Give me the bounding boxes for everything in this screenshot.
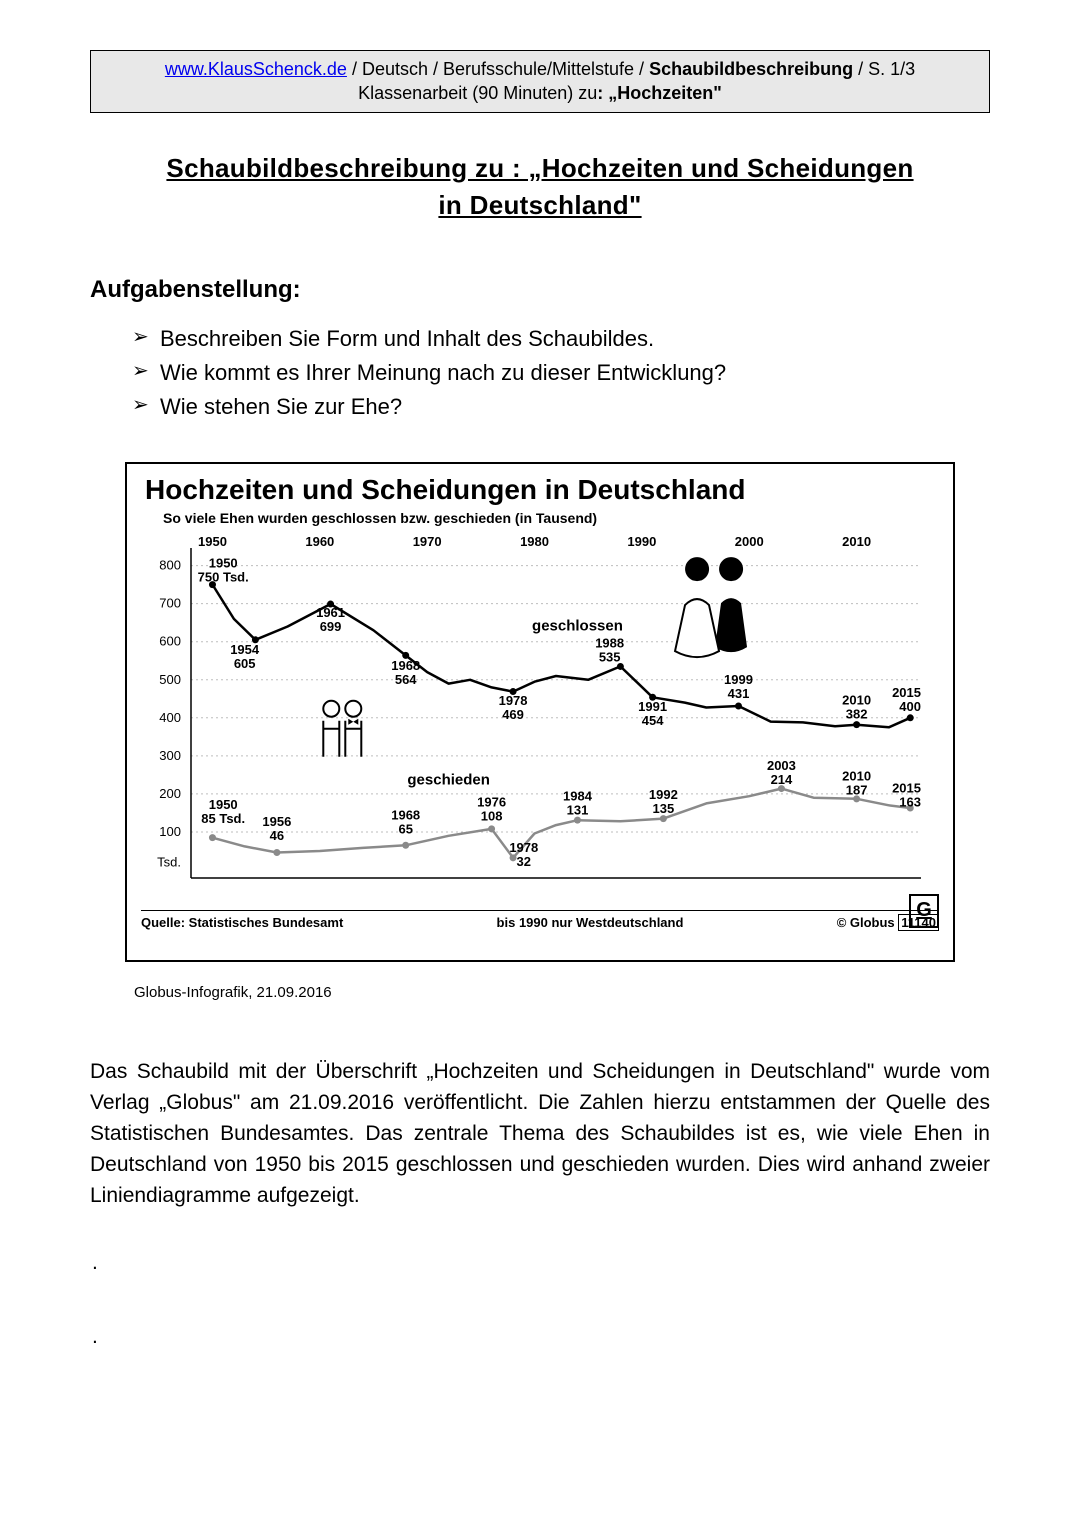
tasks-heading: Aufgabenstellung:: [90, 276, 990, 304]
svg-text:469: 469: [502, 707, 524, 722]
header-text-1: / Deutsch / Berufsschule/Mittelstufe /: [347, 59, 649, 79]
svg-text:1984: 1984: [563, 788, 593, 803]
svg-text:1976: 1976: [477, 794, 506, 809]
svg-text:65: 65: [398, 821, 412, 836]
header-bold: Schaubildbeschreibung: [649, 59, 853, 79]
chart-source-mid: bis 1990 nur Westdeutschland: [497, 915, 684, 930]
page-title: Schaubildbeschreibung zu : „Hochzeiten u…: [90, 153, 990, 221]
svg-text:1978: 1978: [499, 693, 528, 708]
svg-text:200: 200: [159, 786, 181, 801]
svg-text:Tsd.: Tsd.: [157, 854, 181, 869]
svg-text:geschlossen: geschlossen: [532, 617, 623, 634]
title-line1: Schaubildbeschreibung zu : „Hochzeiten u…: [166, 153, 913, 183]
header-link[interactable]: www.KlausSchenck.de: [165, 59, 347, 79]
chart-footer: Quelle: Statistisches Bundesamt bis 1990…: [141, 910, 939, 930]
svg-text:2010: 2010: [842, 692, 871, 707]
svg-text:1961: 1961: [316, 605, 345, 620]
svg-text:1956: 1956: [262, 814, 291, 829]
svg-text:700: 700: [159, 596, 181, 611]
svg-text:1950: 1950: [198, 534, 227, 549]
svg-text:32: 32: [517, 854, 531, 869]
chart-svg: 100 200 300 400 500 600 700 800 Tsd. 1950 1960 1970…: [141, 530, 941, 910]
chart-source-left: Quelle: Statistisches Bundesamt: [141, 915, 343, 930]
svg-text:1968: 1968: [391, 658, 420, 673]
svg-text:1970: 1970: [413, 534, 442, 549]
svg-text:1950: 1950: [209, 797, 238, 812]
svg-text:1980: 1980: [520, 534, 549, 549]
task-item: Wie stehen Sie zur Ehe?: [132, 390, 990, 424]
svg-text:1950: 1950: [209, 555, 238, 570]
svg-text:108: 108: [481, 808, 503, 823]
ellipsis-dot: .: [92, 1241, 990, 1285]
svg-text:1990: 1990: [627, 534, 656, 549]
header-text-2: / S. 1/3: [853, 59, 915, 79]
svg-text:163: 163: [899, 795, 921, 810]
svg-text:135: 135: [653, 801, 675, 816]
svg-text:300: 300: [159, 748, 181, 763]
svg-text:1992: 1992: [649, 787, 678, 802]
chart-caption: Globus-Infografik, 21.09.2016: [134, 984, 990, 1001]
svg-text:1978: 1978: [509, 840, 538, 855]
svg-text:2003: 2003: [767, 758, 796, 773]
svg-text:geschieden: geschieden: [407, 771, 490, 788]
svg-text:2000: 2000: [735, 534, 764, 549]
header-line2b: : „Hochzeiten": [597, 83, 722, 103]
header-box: www.KlausSchenck.de / Deutsch / Berufssc…: [90, 50, 990, 113]
svg-text:400: 400: [159, 710, 181, 725]
svg-text:431: 431: [728, 686, 750, 701]
svg-text:400: 400: [899, 699, 921, 714]
svg-text:699: 699: [320, 619, 342, 634]
svg-text:1954: 1954: [230, 642, 260, 657]
svg-text:214: 214: [771, 772, 793, 787]
tasks-list: Beschreiben Sie Form und Inhalt des Scha…: [90, 322, 990, 424]
svg-text:1999: 1999: [724, 672, 753, 687]
svg-text:131: 131: [567, 802, 589, 817]
svg-text:600: 600: [159, 634, 181, 649]
svg-text:535: 535: [599, 649, 621, 664]
title-line2: in Deutschland": [90, 190, 990, 221]
svg-text:1988: 1988: [595, 635, 624, 650]
svg-text:2010: 2010: [842, 768, 871, 783]
body-paragraph: Das Schaubild mit der Überschrift „Hochz…: [90, 1056, 990, 1211]
task-item: Beschreiben Sie Form und Inhalt des Scha…: [132, 322, 990, 356]
svg-text:800: 800: [159, 557, 181, 572]
svg-text:1991: 1991: [638, 699, 667, 714]
svg-text:500: 500: [159, 672, 181, 687]
chart-subtitle: So viele Ehen wurden geschlossen bzw. ge…: [163, 510, 939, 526]
svg-text:1960: 1960: [305, 534, 334, 549]
svg-text:2015: 2015: [892, 781, 921, 796]
chart-plot: 100 200 300 400 500 600 700 800 Tsd. 1950 1960 1970…: [141, 530, 941, 910]
svg-text:1968: 1968: [391, 807, 420, 822]
svg-text:454: 454: [642, 713, 664, 728]
svg-text:46: 46: [270, 828, 284, 843]
svg-text:382: 382: [846, 706, 868, 721]
task-item: Wie kommt es Ihrer Meinung nach zu diese…: [132, 356, 990, 390]
svg-text:85 Tsd.: 85 Tsd.: [201, 811, 245, 826]
chart-container: Hochzeiten und Scheidungen in Deutschlan…: [125, 462, 955, 962]
header-line2a: Klassenarbeit (90 Minuten) zu: [358, 83, 597, 103]
svg-text:750 Tsd.: 750 Tsd.: [198, 569, 249, 584]
svg-text:2010: 2010: [842, 534, 871, 549]
globus-badge-icon: G: [909, 894, 939, 928]
svg-text:187: 187: [846, 782, 868, 797]
svg-text:605: 605: [234, 656, 256, 671]
svg-text:2015: 2015: [892, 685, 921, 700]
svg-text:100: 100: [159, 824, 181, 839]
svg-text:564: 564: [395, 672, 417, 687]
ellipsis-dot: .: [92, 1315, 990, 1359]
chart-title: Hochzeiten und Scheidungen in Deutschlan…: [145, 474, 939, 506]
